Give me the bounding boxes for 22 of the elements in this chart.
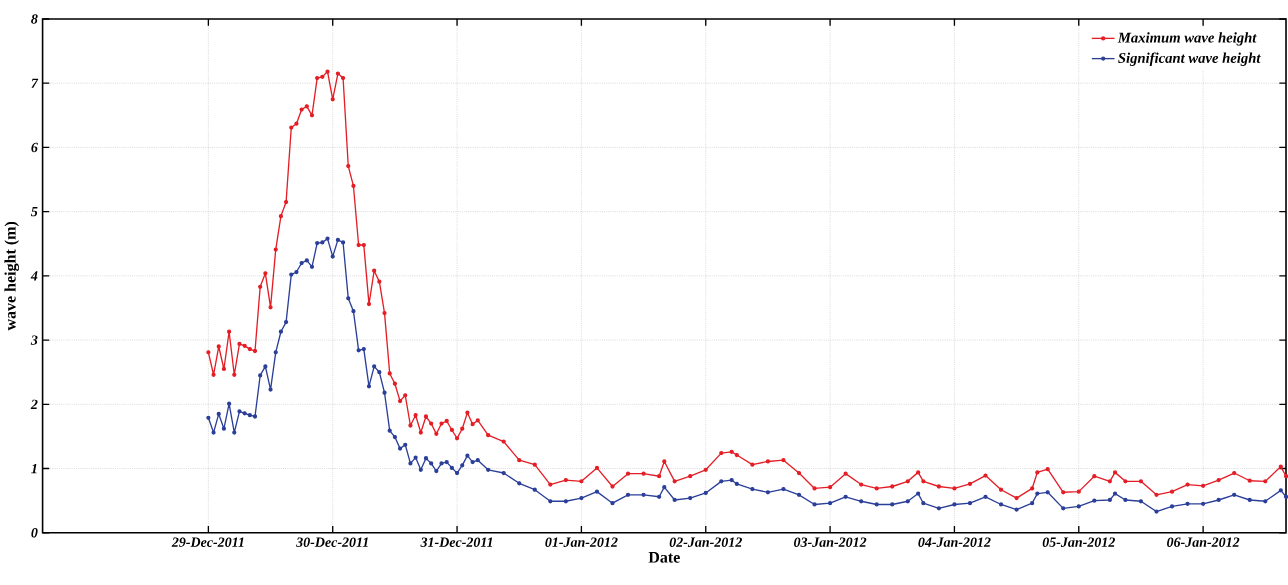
y-tick-label: 4 <box>30 271 38 281</box>
y-tick-label: 7 <box>31 78 39 88</box>
x-tick-label: 02-Jan-2012 <box>669 537 742 548</box>
x-tick-label: 29-Dec-2011 <box>171 537 244 548</box>
x-tick-label: 30-Dec-2011 <box>296 537 368 548</box>
y-tick-label: 0 <box>31 528 38 538</box>
x-tick-label: 01-Jan-2012 <box>545 537 618 548</box>
x-tick-label: 05-Jan-2012 <box>1042 537 1115 548</box>
x-tick-label: 03-Jan-2012 <box>794 537 867 548</box>
x-tick-label: 31-Dec-2011 <box>420 537 493 548</box>
y-tick-label: 2 <box>30 399 38 410</box>
legend-label: Significant wave height <box>1118 52 1261 67</box>
y-axis-title: wave height (m) <box>4 222 20 331</box>
legend-label: Maximum wave height <box>1117 32 1257 46</box>
x-tick-label: 06-Jan-2012 <box>1167 537 1240 548</box>
y-tick-label: 8 <box>31 14 38 24</box>
y-tick-label: 1 <box>31 464 37 474</box>
y-tick-label: 5 <box>31 207 38 217</box>
x-tick-label: 04-Jan-2012 <box>918 537 991 548</box>
x-axis-title: Date <box>648 552 680 563</box>
y-tick-label: 3 <box>30 335 38 345</box>
y-tick-label: 6 <box>31 142 38 153</box>
